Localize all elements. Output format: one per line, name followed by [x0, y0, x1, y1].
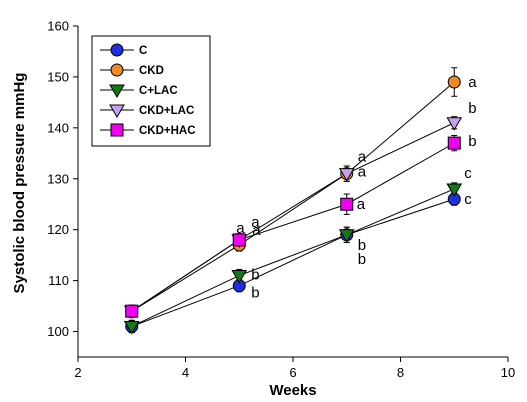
- data-point: [338, 168, 355, 182]
- legend-label: CKD+LAC: [139, 105, 194, 117]
- significance-letter: a: [251, 214, 260, 231]
- significance-letter: a: [357, 196, 366, 213]
- series-line: [131, 188, 455, 327]
- y-tick-label: 150: [47, 69, 69, 84]
- data-point: [123, 320, 140, 335]
- significance-letter: b: [468, 100, 476, 117]
- legend-label: C+LAC: [139, 85, 178, 97]
- x-axis-label: Weeks: [269, 382, 316, 399]
- y-tick-label: 110: [48, 273, 69, 288]
- ticks: 2 4 6 8 10 100 110 120 130 140 150 160: [47, 19, 515, 381]
- legend-marker: [109, 84, 125, 98]
- significance-letter: c: [464, 165, 472, 182]
- data-point: [446, 117, 463, 131]
- legend-label: C: [139, 45, 147, 57]
- series-line: [131, 122, 455, 312]
- significance-letter: b: [358, 251, 366, 268]
- significance-letter: b: [468, 133, 476, 150]
- legend-marker: [110, 123, 124, 137]
- legend-marker: [110, 43, 124, 57]
- series-lines: [131, 81, 455, 327]
- legend-label: CKD: [139, 65, 164, 77]
- legend-label: CKD+HAC: [139, 125, 196, 137]
- significance-letter: b: [251, 267, 259, 284]
- markers: [123, 75, 463, 335]
- y-tick-label: 140: [47, 120, 69, 135]
- legend-marker: [109, 104, 125, 118]
- x-tick-label: 10: [501, 365, 515, 380]
- significance-letter: a: [358, 164, 367, 181]
- data-point: [446, 183, 463, 197]
- x-tick-label: 2: [74, 365, 81, 380]
- data-point: [125, 304, 139, 318]
- data-point: [231, 270, 248, 284]
- x-tick-label: 6: [289, 365, 296, 380]
- y-axis-label: Systolic blood pressure mmHg: [11, 73, 28, 294]
- series-line: [131, 142, 455, 312]
- series-line: [131, 81, 455, 312]
- y-tick-label: 130: [47, 171, 69, 186]
- data-point: [447, 136, 461, 150]
- data-point: [340, 197, 354, 211]
- data-point: [232, 233, 246, 247]
- y-tick-label: 160: [47, 19, 69, 34]
- data-point: [447, 75, 461, 89]
- series-line: [131, 198, 455, 327]
- significance-letter: a: [358, 149, 367, 166]
- significance-letter: b: [251, 285, 259, 302]
- x-tick-label: 8: [397, 365, 404, 380]
- significance-letter: a: [468, 74, 477, 91]
- significance-letter: c: [464, 191, 472, 208]
- significance-letter: b: [358, 237, 366, 254]
- data-point: [338, 229, 355, 243]
- significance-letter: a: [252, 222, 261, 239]
- y-tick-label: 100: [47, 324, 69, 339]
- legend: C CKD C+LAC CKD+LAC CKD+HAC: [91, 35, 211, 147]
- x-tick-label: 4: [182, 365, 189, 380]
- legend-marker: [110, 63, 124, 77]
- significance-letter: a: [236, 220, 245, 237]
- y-tick-label: 120: [47, 222, 69, 237]
